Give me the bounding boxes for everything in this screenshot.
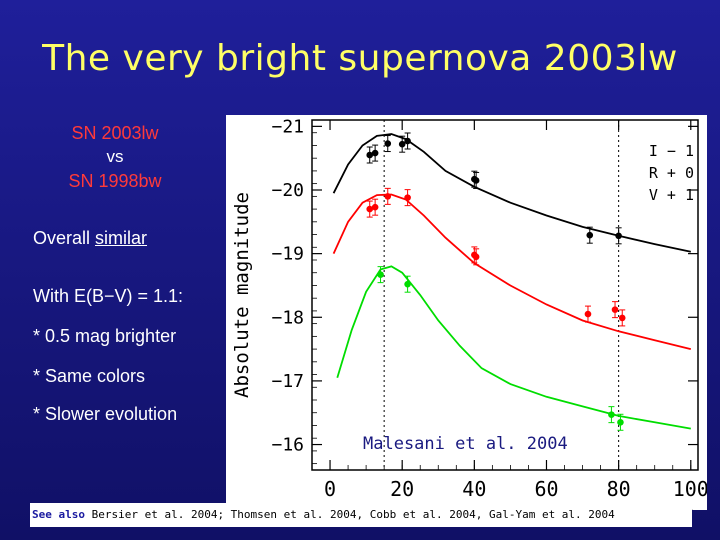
y-tick-label: −19 bbox=[271, 244, 304, 265]
x-tick-label: 60 bbox=[534, 477, 558, 501]
light-curve-svg: −21 −20 −19 −18 −17 −16 0 20 40 60 80 100 I − 1 R + 0… bbox=[231, 116, 709, 527]
y-tick-label: −21 bbox=[271, 116, 304, 137]
bullet-evolution: * Slower evolution bbox=[33, 404, 178, 424]
data-point bbox=[618, 314, 626, 322]
plot-frame bbox=[311, 119, 699, 471]
series-curve bbox=[336, 265, 691, 430]
y-axis-label: Absolute magnitude bbox=[231, 192, 253, 398]
sn-2003lw-label: SN 2003lw bbox=[71, 123, 159, 143]
series-curve bbox=[332, 133, 691, 253]
data-point bbox=[366, 151, 374, 159]
data-point bbox=[586, 231, 594, 239]
y-tick-label: −18 bbox=[271, 307, 304, 328]
x-tick-label: 100 bbox=[673, 477, 707, 501]
series-curve bbox=[332, 193, 692, 350]
data-point bbox=[377, 271, 384, 278]
y-tick-label: −20 bbox=[271, 180, 304, 201]
references-text: Bersier et al. 2004; Thomsen et al. 2004… bbox=[91, 508, 615, 521]
legend-entry: V + 1 bbox=[649, 186, 694, 204]
x-tick-label: 40 bbox=[462, 477, 486, 501]
bullet-brighter: * 0.5 mag brighter bbox=[33, 326, 177, 346]
data-point bbox=[404, 137, 411, 145]
light-curve-chart: −21 −20 −19 −18 −17 −16 0 20 40 60 80 100 I − 1 R + 0… bbox=[226, 115, 709, 527]
y-tick-label: −17 bbox=[271, 371, 304, 392]
sn-1998bw-label: SN 1998bw bbox=[68, 171, 162, 191]
references-footer: See also Bersier et al. 2004; Thomsen et… bbox=[30, 503, 692, 527]
similar-word: similar bbox=[95, 228, 148, 248]
overall-similar-text: Overall similar bbox=[33, 228, 147, 249]
extinction-text: With E(B−V) = 1.1: bbox=[33, 286, 184, 306]
citation-annotation: Malesani et al. 2004 bbox=[363, 434, 568, 454]
data-point bbox=[371, 203, 379, 211]
data-point bbox=[472, 253, 480, 261]
data-point bbox=[404, 280, 411, 288]
x-tick-label: 20 bbox=[390, 477, 414, 501]
data-point bbox=[384, 140, 392, 147]
data-point bbox=[584, 310, 592, 318]
comparison-block: SN 2003lw vs SN 1998bw bbox=[20, 122, 210, 192]
legend-entry: I − 1 bbox=[649, 142, 694, 160]
data-point bbox=[366, 205, 374, 213]
data-point bbox=[371, 149, 379, 157]
data-point bbox=[611, 306, 619, 313]
data-point bbox=[472, 177, 480, 184]
legend-entry: R + 0 bbox=[649, 164, 694, 182]
x-tick-label: 80 bbox=[607, 477, 631, 501]
data-point bbox=[615, 232, 622, 240]
overall-prefix: Overall bbox=[33, 228, 96, 248]
data-point bbox=[398, 140, 406, 148]
data-point bbox=[608, 411, 615, 418]
y-tick-label: −16 bbox=[271, 435, 304, 456]
data-point bbox=[404, 194, 411, 201]
data-point bbox=[384, 193, 392, 200]
vs-label: vs bbox=[106, 147, 124, 166]
x-tick-label: 0 bbox=[324, 477, 336, 501]
data-point bbox=[617, 418, 624, 426]
see-also-label: See also bbox=[32, 508, 85, 521]
slide-title: The very bright supernova 2003lw bbox=[42, 38, 678, 79]
bullet-colors: * Same colors bbox=[33, 366, 146, 386]
